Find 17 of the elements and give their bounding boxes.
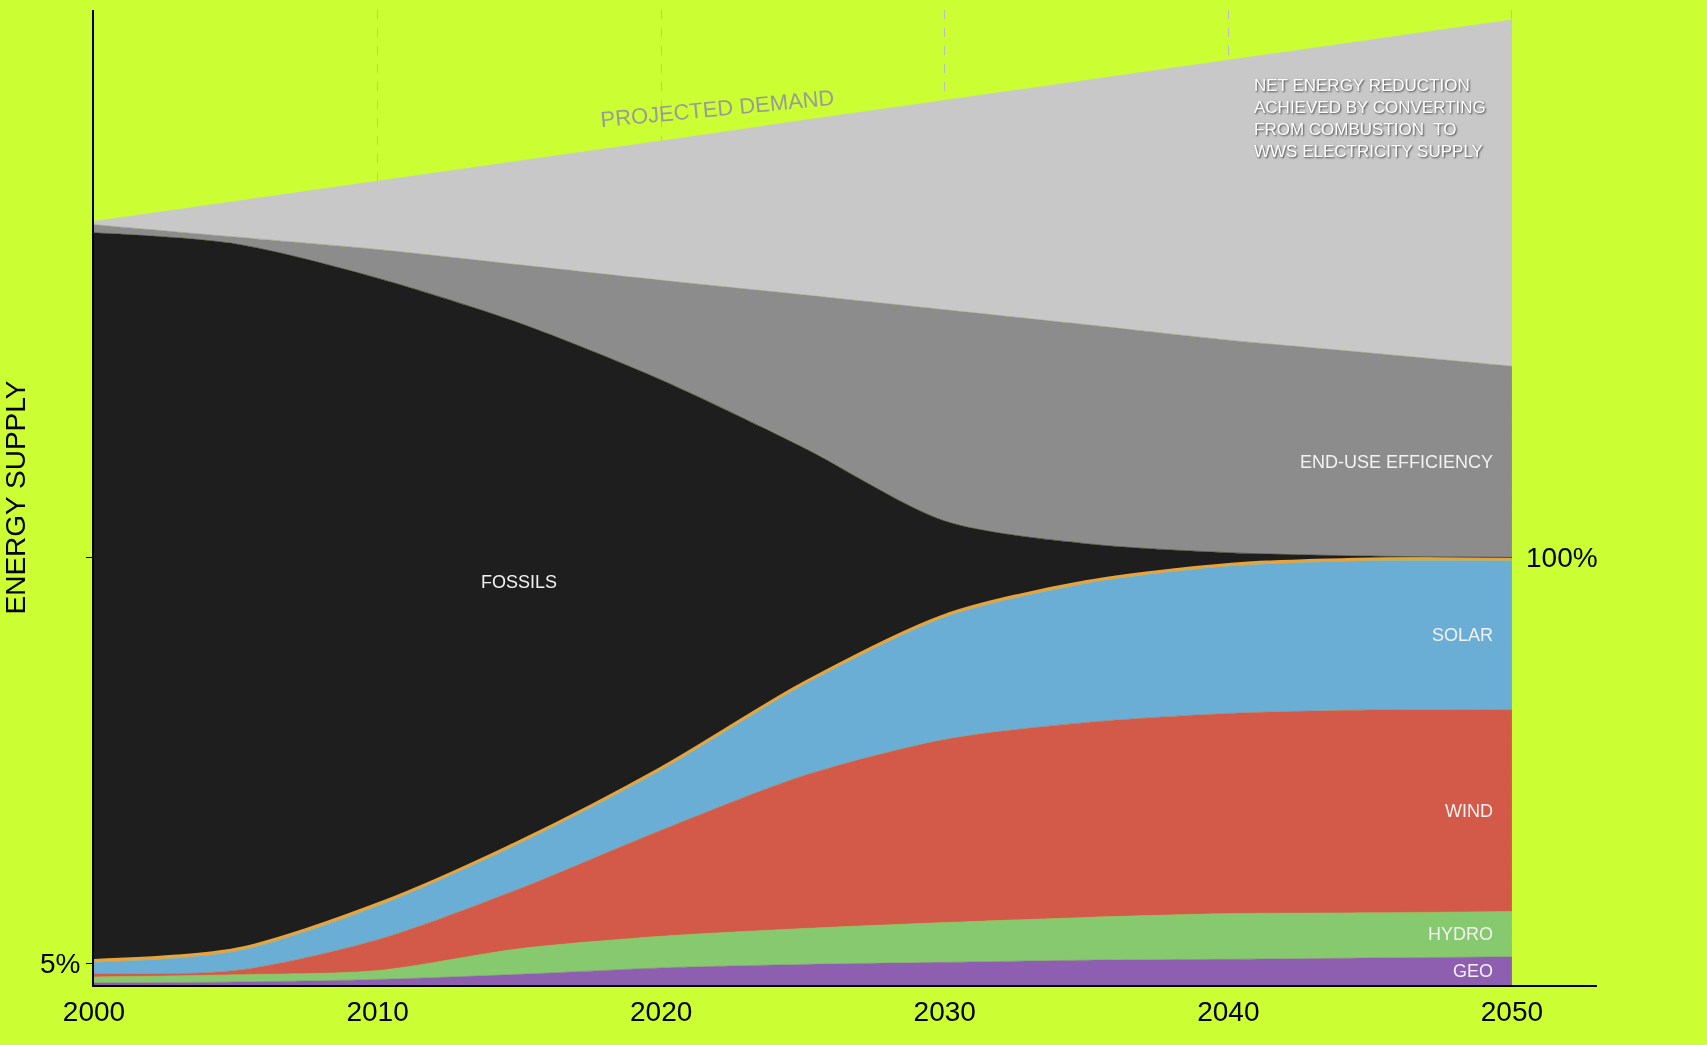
x-tick-label: 2010 bbox=[346, 995, 409, 1027]
series-label: NET ENERGY REDUCTION ACHIEVED BY CONVERTING FROM COMBUSTION TO WWS ELECTRICITY SUPPLY bbox=[1254, 76, 1486, 162]
series-label: GEO bbox=[1453, 961, 1494, 981]
x-tick-label: 2050 bbox=[1480, 995, 1544, 1027]
series-label: HYDRO bbox=[1428, 924, 1494, 944]
series-label: FOSSILS bbox=[481, 572, 558, 592]
annotation: PROJECTED DEMAND bbox=[599, 84, 836, 133]
x-tick-label: 2040 bbox=[1197, 995, 1260, 1027]
y-axis-title: ENERGY SUPPLY bbox=[0, 380, 31, 615]
x-tick-label: 2020 bbox=[630, 995, 693, 1027]
series-label: SOLAR bbox=[1432, 625, 1494, 645]
x-tick-label: 2000 bbox=[62, 995, 126, 1027]
x-tick-label: 2030 bbox=[913, 995, 976, 1027]
y-tick-label: 5% bbox=[39, 948, 81, 980]
series-label: WIND bbox=[1445, 801, 1493, 821]
series-label: END-USE EFFICIENCY bbox=[1300, 452, 1494, 472]
annotation: 100% bbox=[1526, 542, 1598, 573]
